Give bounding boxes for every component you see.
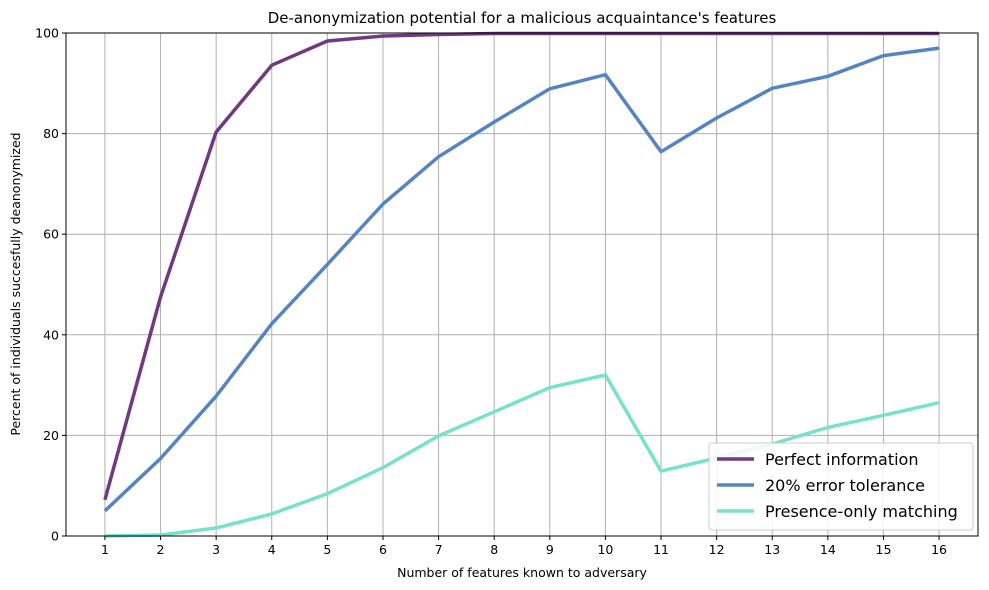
legend: Perfect information 20% error tolerance Pr… <box>708 442 974 531</box>
x-tick-label: 6 <box>379 542 387 557</box>
y-tick-label: 0 <box>51 529 59 544</box>
x-tick-label: 9 <box>546 542 554 557</box>
x-tick-label: 14 <box>820 542 836 557</box>
series-line <box>104 373 940 538</box>
x-tick-label: 2 <box>157 542 165 557</box>
x-tick-label: 8 <box>490 542 498 557</box>
x-tick-label: 5 <box>323 542 331 557</box>
legend-box <box>708 442 974 531</box>
y-tick-label: 100 <box>35 26 59 41</box>
y-tick-label: 40 <box>43 327 59 342</box>
x-axis-label: Number of features known to adversary <box>397 565 647 580</box>
y-axis-label: Percent of individuals succesfully deano… <box>8 132 23 435</box>
legend-label: 20% error tolerance <box>765 476 925 495</box>
chart-title: De-anonymization potential for a malicio… <box>268 9 777 27</box>
y-tick-label: 20 <box>43 428 59 443</box>
x-tick-label: 12 <box>709 542 725 557</box>
legend-label: Presence-only matching <box>765 502 958 521</box>
y-tick-label: 80 <box>43 126 59 141</box>
x-tick-label: 16 <box>931 542 947 557</box>
plot-frame <box>65 32 979 537</box>
x-tick-label: 15 <box>876 542 892 557</box>
x-tick-label: 1 <box>101 542 109 557</box>
x-tick-label: 11 <box>653 542 669 557</box>
x-axis-ticks: 1 2 3 4 5 6 7 8 9 10 11 12 13 14 15 16 <box>101 536 947 557</box>
x-tick-label: 3 <box>212 542 220 557</box>
y-tick-label: 60 <box>43 227 59 242</box>
x-tick-label: 7 <box>435 542 443 557</box>
series-line <box>103 46 940 513</box>
x-tick-label: 10 <box>597 542 613 557</box>
legend-label: Perfect information <box>765 450 918 469</box>
x-tick-label: 4 <box>268 542 276 557</box>
x-tick-label: 13 <box>764 542 780 557</box>
y-axis-ticks: 0 20 40 60 80 100 <box>35 26 66 544</box>
